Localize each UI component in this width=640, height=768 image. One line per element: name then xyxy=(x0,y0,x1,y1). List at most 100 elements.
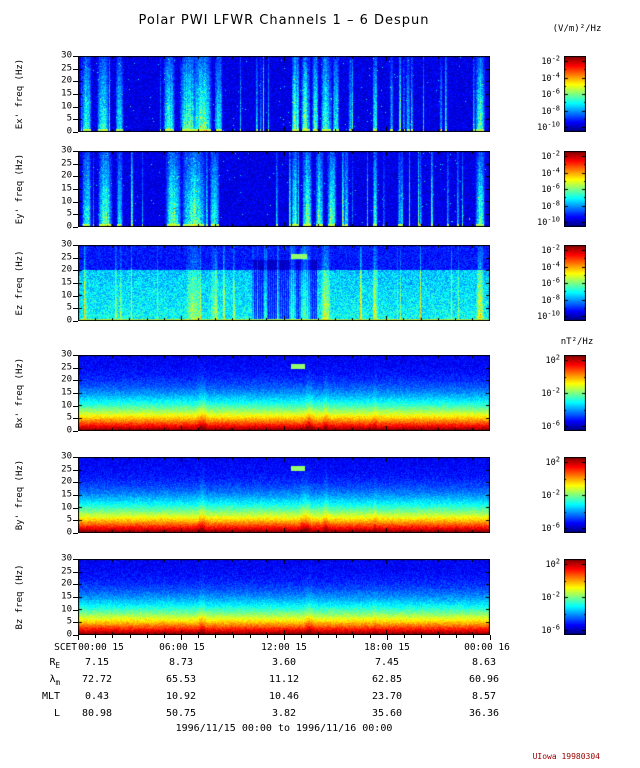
x-tick-mark xyxy=(267,635,268,638)
colorbar-canvas xyxy=(564,559,586,635)
y-tick-label: 15 xyxy=(61,591,72,602)
y-tick-label: 20 xyxy=(61,170,72,181)
y-tick-label: 30 xyxy=(61,349,72,360)
x-tick-mark xyxy=(387,635,388,640)
ephemeris-row-label: RE xyxy=(49,657,60,670)
ephemeris-row-label: L xyxy=(53,708,60,719)
y-tick-mark xyxy=(73,119,78,120)
y-tick-mark xyxy=(73,258,78,259)
x-tick-mark xyxy=(284,635,285,640)
ephemeris-value: 60.96 xyxy=(468,674,500,685)
y-tick-mark xyxy=(73,635,78,636)
colorbar-tick-label: 10-2 xyxy=(541,386,560,400)
ephemeris-value: 7.45 xyxy=(374,657,400,668)
y-tick-mark xyxy=(73,214,78,215)
colorbar-canvas xyxy=(564,457,586,533)
ephemeris-table: RE 7.15 8.73 3.60 7.45 8.63 λm 72.72 65.53 11.12 6… xyxy=(0,657,640,725)
y-tick-mark xyxy=(73,482,78,483)
spectrogram-panel-6: Bz freq (Hz) 30 25 20 15 10 5 0 102 10-2 10-6 xyxy=(0,554,640,639)
colorbar-tick-label: 10-6 xyxy=(541,521,560,535)
x-tick-mark xyxy=(233,635,234,638)
y-tick-label: 20 xyxy=(61,75,72,86)
y-tick-label: 0 xyxy=(66,315,72,326)
y-tick-label: 30 xyxy=(61,145,72,156)
y-tick-label: 20 xyxy=(61,578,72,589)
y-tick-label: 25 xyxy=(61,63,72,74)
y-tick-label: 10 xyxy=(61,196,72,207)
y-tick-mark xyxy=(73,94,78,95)
spectrogram-panel-2: Ey' freq (Hz) 30 25 20 15 10 5 0 10-2 10-4 10-6 10-… xyxy=(0,146,640,231)
x-tick-mark xyxy=(404,635,405,638)
ephemeris-row: λm 72.72 65.53 11.12 62.85 60.96 xyxy=(0,674,640,688)
y-tick-label: 25 xyxy=(61,362,72,373)
y-tick-label: 25 xyxy=(61,252,72,263)
colorbar-canvas xyxy=(564,151,586,227)
spectrogram-panel-4: Bx' freq (Hz) 30 25 20 15 10 5 0 102 10-2 10-6 xyxy=(0,350,640,435)
y-tick-label: 5 xyxy=(66,302,72,313)
x-tick-label: 00:00 16 xyxy=(464,642,510,653)
colorbar-tick-label: 10-4 xyxy=(541,165,560,179)
y-tick-label: 10 xyxy=(61,400,72,411)
y-tick-label: 20 xyxy=(61,264,72,275)
y-tick-label: 5 xyxy=(66,208,72,219)
time-axis: SCET 00:00 15 06:00 15 12:00 15 18:00 15 00:0… xyxy=(0,635,640,657)
ephemeris-value: 72.72 xyxy=(81,674,113,685)
y-tick-label: 25 xyxy=(61,464,72,475)
x-tick-mark xyxy=(95,635,96,638)
ephemeris-value: 3.60 xyxy=(271,657,297,668)
y-axis-label: Bx' freq (Hz) xyxy=(15,357,25,429)
ephemeris-value: 8.63 xyxy=(471,657,497,668)
x-tick-mark xyxy=(490,635,491,640)
ephemeris-value: 62.85 xyxy=(371,674,403,685)
y-tick-label: 0 xyxy=(66,126,72,137)
y-tick-mark xyxy=(73,321,78,322)
y-tick-label: 30 xyxy=(61,451,72,462)
ephemeris-value: 23.70 xyxy=(371,691,403,702)
x-tick-mark xyxy=(250,635,251,638)
y-tick-mark xyxy=(73,406,78,407)
colorbar-tick-label: 10-6 xyxy=(541,182,560,196)
colorbar-tick-label: 10-2 xyxy=(541,149,560,163)
colorbar-tick-label: 10-6 xyxy=(541,87,560,101)
x-tick-mark xyxy=(78,635,79,640)
spectrogram-canvas xyxy=(78,355,490,431)
colorbar-canvas xyxy=(564,245,586,321)
colorbar-tick-label: 10-2 xyxy=(541,590,560,604)
x-tick-label: 12:00 15 xyxy=(261,642,307,653)
x-tick-label: 06:00 15 xyxy=(159,642,205,653)
y-tick-label: 5 xyxy=(66,514,72,525)
spectrogram-panel-3: Ez freq (Hz) 30 25 20 15 10 5 0 10-2 10-4 10-6 10-8… xyxy=(0,240,640,325)
y-tick-mark xyxy=(73,368,78,369)
y-tick-mark xyxy=(73,431,78,432)
colorbar-canvas xyxy=(564,355,586,431)
y-axis-label: Ey' freq (Hz) xyxy=(15,153,25,225)
y-tick-mark xyxy=(73,533,78,534)
y-tick-mark xyxy=(73,296,78,297)
y-tick-label: 0 xyxy=(66,629,72,640)
ephemeris-row-label: λm xyxy=(49,674,60,687)
y-tick-mark xyxy=(73,597,78,598)
ephemeris-value: 10.46 xyxy=(268,691,300,702)
y-tick-mark xyxy=(73,270,78,271)
ephemeris-row: MLT 0.43 10.92 10.46 23.70 8.57 xyxy=(0,691,640,705)
y-tick-mark xyxy=(73,470,78,471)
colorbar-tick-label: 102 xyxy=(545,455,560,469)
ephemeris-value: 7.15 xyxy=(84,657,110,668)
colorbar-tick-label: 102 xyxy=(545,353,560,367)
y-tick-label: 10 xyxy=(61,101,72,112)
y-tick-mark xyxy=(73,380,78,381)
y-tick-label: 10 xyxy=(61,502,72,513)
spectrogram-panel-1: Ex' freq (Hz) 30 25 20 15 10 5 0 10-2 10-4 10-6 10-… xyxy=(0,51,640,136)
spectrogram-panel-5: By' freq (Hz) 30 25 20 15 10 5 0 102 10-2 10-6 xyxy=(0,452,640,537)
ephemeris-value: 10.92 xyxy=(165,691,197,702)
y-tick-mark xyxy=(73,418,78,419)
x-tick-mark xyxy=(370,635,371,638)
y-tick-label: 5 xyxy=(66,412,72,423)
ephemeris-row: L 80.98 50.75 3.82 35.60 36.36 xyxy=(0,708,640,722)
y-tick-mark xyxy=(73,520,78,521)
x-tick-mark xyxy=(439,635,440,638)
x-tick-mark xyxy=(198,635,199,638)
y-tick-mark xyxy=(73,227,78,228)
electric-units-label: (V/m)²/Hz xyxy=(552,24,602,34)
